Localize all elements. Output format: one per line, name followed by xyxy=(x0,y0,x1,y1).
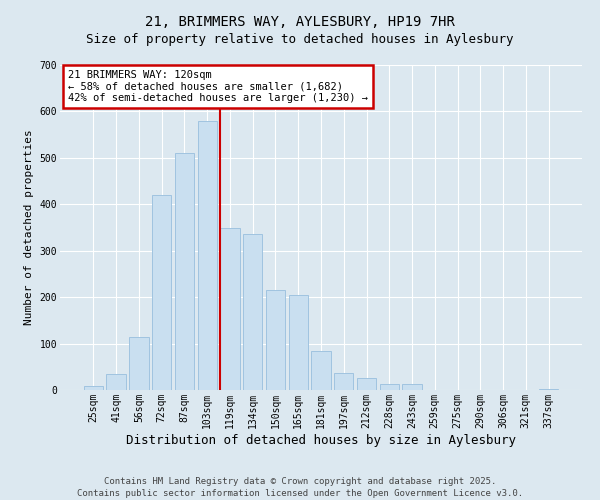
Bar xyxy=(403,384,422,390)
Bar xyxy=(539,388,558,390)
Bar xyxy=(84,386,103,390)
Bar xyxy=(175,153,194,390)
Bar xyxy=(380,384,399,390)
Bar xyxy=(220,228,239,390)
Text: 21 BRIMMERS WAY: 120sqm
← 58% of detached houses are smaller (1,682)
42% of semi: 21 BRIMMERS WAY: 120sqm ← 58% of detache… xyxy=(68,70,368,103)
Bar xyxy=(266,290,285,390)
Bar xyxy=(334,373,353,390)
Bar xyxy=(129,336,149,390)
Bar xyxy=(311,350,331,390)
Bar xyxy=(197,120,217,390)
Text: Contains HM Land Registry data © Crown copyright and database right 2025.
Contai: Contains HM Land Registry data © Crown c… xyxy=(77,476,523,498)
Bar xyxy=(106,374,126,390)
Y-axis label: Number of detached properties: Number of detached properties xyxy=(24,130,34,326)
Bar xyxy=(243,234,262,390)
Text: 21, BRIMMERS WAY, AYLESBURY, HP19 7HR: 21, BRIMMERS WAY, AYLESBURY, HP19 7HR xyxy=(145,15,455,29)
Bar xyxy=(289,295,308,390)
Text: Size of property relative to detached houses in Aylesbury: Size of property relative to detached ho… xyxy=(86,32,514,46)
Bar xyxy=(152,195,172,390)
Bar xyxy=(357,378,376,390)
X-axis label: Distribution of detached houses by size in Aylesbury: Distribution of detached houses by size … xyxy=(126,434,516,446)
